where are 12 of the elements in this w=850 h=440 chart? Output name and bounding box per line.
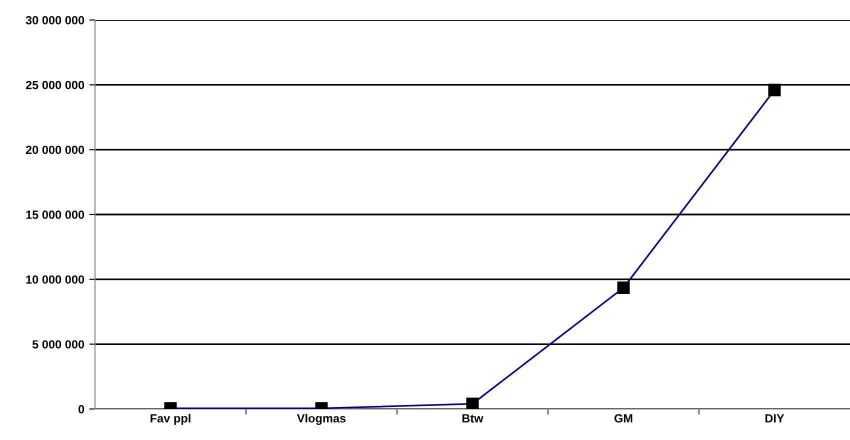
x-tick-label: Vlogmas — [296, 414, 346, 425]
y-tick-label: 5 000 000 — [32, 340, 84, 349]
x-tick-label: Btw — [462, 414, 484, 423]
y-tick-label: 15 000 000 — [26, 210, 84, 219]
y-tick-label: 25 000 000 — [26, 80, 84, 90]
x-tick-label: DIY — [765, 414, 784, 422]
x-tick-label: Fav ppl — [150, 414, 190, 425]
y-tick-label: 10 000 000 — [26, 275, 84, 284]
y-tick-label: 20 000 000 — [26, 146, 84, 154]
y-tick-label: 30 000 000 — [26, 16, 84, 24]
y-tick-label: 0 — [78, 405, 84, 414]
x-tick-label: GM — [614, 414, 632, 423]
